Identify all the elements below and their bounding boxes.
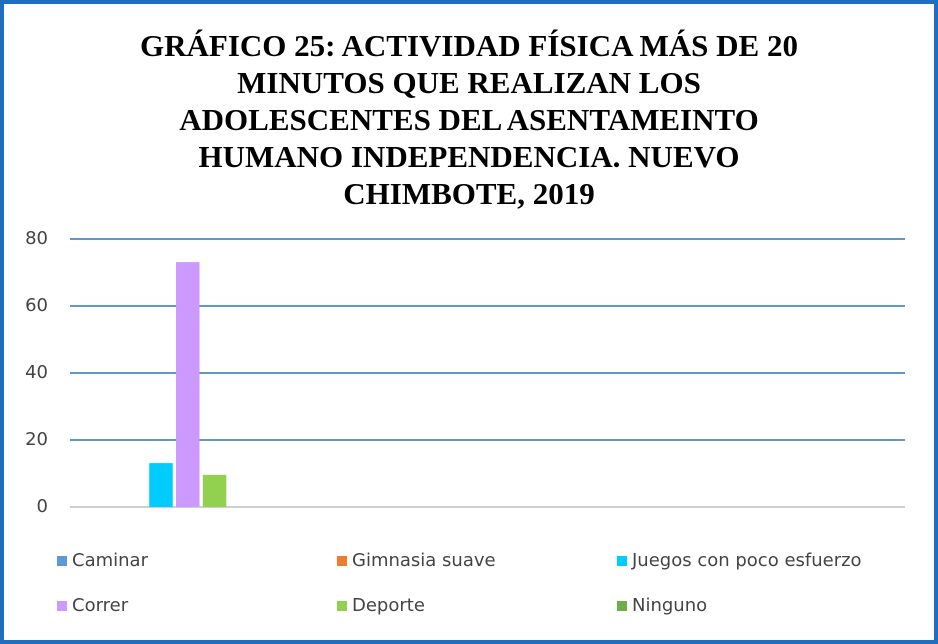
- bar: [176, 262, 200, 507]
- chart: GRÁFICO 25: ACTIVIDAD FÍSICA MÁS DE 20MI…: [25, 28, 905, 616]
- chart-title: CHIMBOTE, 2019: [343, 176, 594, 211]
- chart-title: ADOLESCENTES DEL ASENTAMEINTO: [179, 102, 758, 137]
- y-tick-label: 40: [25, 362, 48, 383]
- bar: [202, 474, 227, 507]
- legend-label: Ninguno: [632, 595, 707, 616]
- y-tick-label: 60: [25, 295, 48, 316]
- legend-label: Correr: [72, 595, 129, 616]
- y-tick-label: 80: [25, 228, 48, 249]
- y-tick-label: 0: [37, 496, 48, 517]
- legend-label: Deporte: [352, 595, 425, 616]
- legend-label: Caminar: [72, 550, 149, 571]
- legend-swatch: [337, 601, 347, 611]
- chart-title: MINUTOS QUE REALIZAN LOS: [237, 65, 701, 100]
- legend-swatch: [337, 556, 347, 566]
- y-tick-label: 20: [25, 429, 48, 450]
- legend-swatch: [57, 601, 67, 611]
- legend-swatch: [617, 601, 627, 611]
- chart-title: GRÁFICO 25: ACTIVIDAD FÍSICA MÁS DE 20: [140, 28, 798, 63]
- legend-swatch: [617, 556, 627, 566]
- legend-swatch: [57, 556, 67, 566]
- chart-title: HUMANO INDEPENDENCIA. NUEVO: [198, 139, 739, 174]
- legend-label: Juegos con poco esfuerzo: [631, 550, 862, 571]
- legend-label: Gimnasia suave: [352, 550, 496, 571]
- bar: [149, 463, 173, 507]
